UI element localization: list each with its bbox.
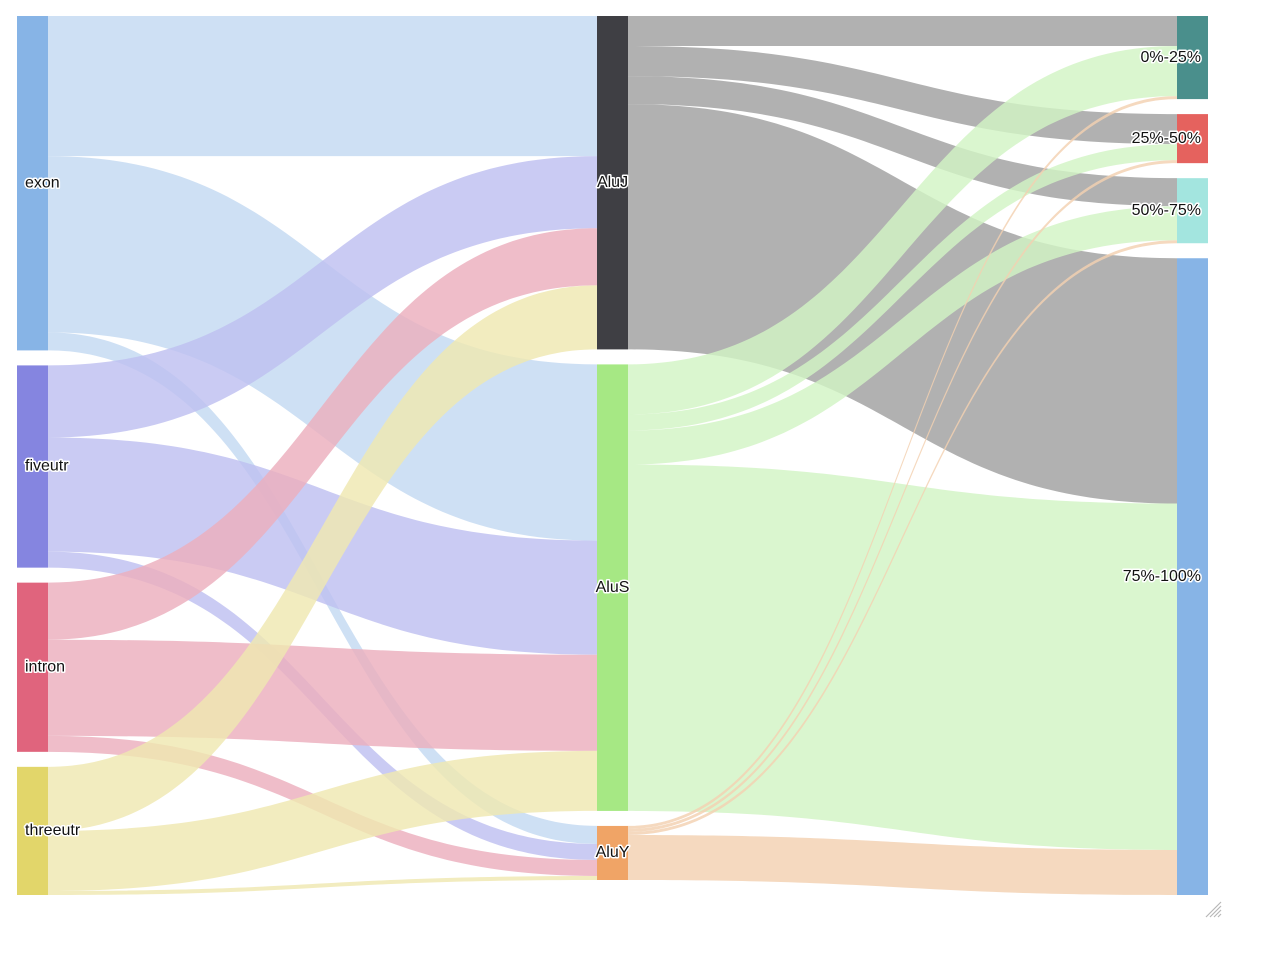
node-threeutr[interactable] <box>17 766 48 895</box>
link-aluy-to-0-25[interactable] <box>628 96 1177 829</box>
link-aluj-to-75-100[interactable] <box>628 104 1177 504</box>
node-75-100[interactable] <box>1177 258 1208 896</box>
node-fiveutr[interactable] <box>17 365 48 568</box>
node-50-75[interactable] <box>1177 178 1208 244</box>
node-label-threeutr: threeutr <box>25 822 81 839</box>
link-alus-to-50-75[interactable] <box>628 206 1177 465</box>
link-exon-to-alus[interactable] <box>48 156 597 541</box>
link-aluj-to-0-25[interactable] <box>628 16 1177 47</box>
node-intron[interactable] <box>17 582 48 752</box>
node-label-intron: intron <box>25 658 65 675</box>
node-aluy[interactable] <box>597 825 628 880</box>
node-25-50[interactable] <box>1177 114 1208 164</box>
node-label-aluj: AluJ <box>597 174 628 191</box>
link-aluy-to-50-75[interactable] <box>628 240 1177 835</box>
link-aluy-to-25-50[interactable] <box>628 160 1177 832</box>
node-label-0-25: 0%-25% <box>1141 49 1201 66</box>
node-label-50-75: 50%-75% <box>1132 202 1201 219</box>
link-aluy-to-75-100[interactable] <box>628 834 1177 895</box>
node-label-75-100: 75%-100% <box>1123 568 1201 585</box>
link-alus-to-0-25[interactable] <box>628 46 1177 415</box>
node-0-25[interactable] <box>1177 16 1208 100</box>
link-fiveutr-to-aluj[interactable] <box>48 156 597 438</box>
node-label-25-50: 25%-50% <box>1132 130 1201 147</box>
link-alus-to-75-100[interactable] <box>628 464 1177 850</box>
node-label-alus: AluS <box>596 579 630 596</box>
link-threeutr-to-alus[interactable] <box>48 750 597 891</box>
link-intron-to-aluj[interactable] <box>48 228 597 640</box>
node-label-exon: exon <box>25 174 60 191</box>
node-exon[interactable] <box>17 16 48 351</box>
resize-grip-icon[interactable] <box>1200 896 1222 918</box>
link-intron-to-alus[interactable] <box>48 639 597 751</box>
link-exon-to-aluj[interactable] <box>48 16 597 157</box>
nodes-layer <box>17 16 1208 896</box>
labels-layer: exon fiveutr intron threeutr AluJ AluS AluY 0%-… <box>24 47 1203 862</box>
node-label-aluy: AluY <box>596 844 630 861</box>
node-label-fiveutr: fiveutr <box>25 458 69 475</box>
link-alus-to-25-50[interactable] <box>628 144 1177 431</box>
node-alus[interactable] <box>597 364 628 811</box>
link-threeutr-to-aluj[interactable] <box>48 285 597 831</box>
link-threeutr-to-aluy[interactable] <box>48 875 597 895</box>
links-layer <box>48 16 1177 895</box>
node-aluj[interactable] <box>597 16 628 350</box>
